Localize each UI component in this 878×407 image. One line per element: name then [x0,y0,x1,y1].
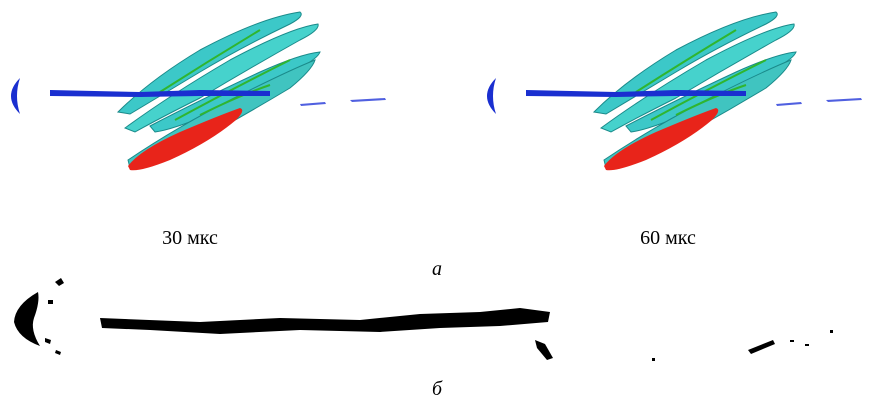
experiment-image [14,278,833,361]
simulation-image [486,11,863,172]
panel-label: б [432,378,443,400]
caption: 60 мкс [640,227,696,249]
simulation-image [10,11,387,172]
caption: 30 мкс [162,227,218,249]
panel-label: а [432,258,442,280]
